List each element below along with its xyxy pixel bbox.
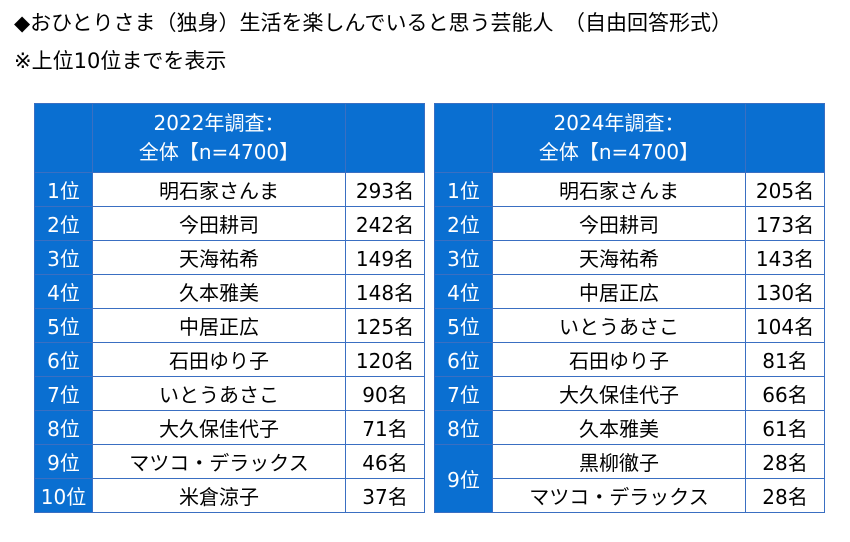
rank-cell: 3位	[434, 240, 493, 275]
vote-count: 125名	[345, 308, 425, 343]
vote-count: 242名	[345, 206, 425, 241]
survey-year-label: 2024年調査：	[553, 111, 685, 135]
vote-count: 120名	[345, 342, 425, 377]
celebrity-name: マツコ・デラックス	[492, 478, 746, 513]
celebrity-name: 今田耕司	[92, 206, 346, 241]
celebrity-name: 大久保佳代子	[92, 410, 346, 445]
celebrity-name: いとうあさこ	[92, 376, 346, 411]
header-blank-rank	[34, 103, 93, 173]
rank-cell: 5位	[34, 308, 93, 343]
celebrity-name: 中居正広	[92, 308, 346, 343]
vote-count: 46名	[345, 444, 425, 479]
table-row: 3位 天海祐希 149名	[34, 240, 425, 275]
vote-count: 148名	[345, 274, 425, 309]
vote-count: 104名	[745, 308, 825, 343]
vote-count: 130名	[745, 274, 825, 309]
celebrity-name: 中居正広	[492, 274, 746, 309]
celebrity-name: 久本雅美	[492, 410, 746, 445]
rank-cell: 2位	[34, 206, 93, 241]
vote-count: 293名	[345, 172, 425, 207]
celebrity-name: 大久保佳代子	[492, 376, 746, 411]
rank-cell: 7位	[34, 376, 93, 411]
celebrity-name: 石田ゆり子	[492, 342, 746, 377]
rank-cell: 4位	[434, 274, 493, 309]
table-header-row: 2024年調査： 全体【n=4700】	[434, 103, 825, 173]
ranking-table-2024: 2024年調査： 全体【n=4700】 1位 明石家さんま 205名 2位 今田耕司 1…	[434, 103, 825, 513]
celebrity-name: 黒柳徹子	[492, 444, 746, 479]
survey-header: 2024年調査： 全体【n=4700】	[492, 103, 746, 173]
sample-size-label: 全体【n=4700】	[538, 140, 700, 164]
table-row: 5位 中居正広 125名	[34, 308, 425, 343]
rank-cell: 8位	[434, 410, 493, 445]
table-row: 7位 いとうあさこ 90名	[34, 376, 425, 411]
table-row: 8位 久本雅美 61名	[434, 410, 825, 445]
vote-count: 90名	[345, 376, 425, 411]
header-blank-count	[345, 103, 425, 173]
rank-cell: 1位	[34, 172, 93, 207]
vote-count: 205名	[745, 172, 825, 207]
page-title: ◆おひとりさま（独身）生活を楽しんでいると思う芸能人 （自由回答形式）	[14, 11, 732, 35]
celebrity-name: 天海祐希	[92, 240, 346, 275]
table-row: 2位 今田耕司 173名	[434, 206, 825, 241]
table-row: 6位 石田ゆり子 81名	[434, 342, 825, 377]
table-row: 8位 大久保佳代子 71名	[34, 410, 425, 445]
vote-count: 149名	[345, 240, 425, 275]
table-row: 1位 明石家さんま 205名	[434, 172, 825, 207]
rank-cell: 1位	[434, 172, 493, 207]
rank-cell: 9位	[34, 444, 93, 479]
vote-count: 37名	[345, 478, 425, 513]
vote-count: 81名	[745, 342, 825, 377]
vote-count: 28名	[745, 444, 825, 479]
table-row: 1位 明石家さんま 293名	[34, 172, 425, 207]
vote-count: 66名	[745, 376, 825, 411]
survey-year-label: 2022年調査：	[153, 111, 285, 135]
sample-size-label: 全体【n=4700】	[138, 140, 300, 164]
table-row: 6位 石田ゆり子 120名	[34, 342, 425, 377]
rank-cell: 10位	[34, 478, 93, 513]
vote-count: 28名	[745, 478, 825, 513]
vote-count: 143名	[745, 240, 825, 275]
page-note: ※上位10位までを表示	[14, 49, 227, 73]
header-blank-rank	[434, 103, 493, 173]
vote-count: 71名	[345, 410, 425, 445]
celebrity-name: 石田ゆり子	[92, 342, 346, 377]
rank-cell: 6位	[34, 342, 93, 377]
table-row: 2位 今田耕司 242名	[34, 206, 425, 241]
rank-cell: 9位	[434, 444, 493, 513]
celebrity-name: 今田耕司	[492, 206, 746, 241]
celebrity-name: いとうあさこ	[492, 308, 746, 343]
ranking-table-2022: 2022年調査： 全体【n=4700】 1位 明石家さんま 293名 2位 今田耕司 2…	[34, 103, 425, 513]
table-row: 7位 大久保佳代子 66名	[434, 376, 825, 411]
header-blank-count	[745, 103, 825, 173]
rank-cell: 2位	[434, 206, 493, 241]
table-row: 5位 いとうあさこ 104名	[434, 308, 825, 343]
rank-cell: 3位	[34, 240, 93, 275]
celebrity-name: マツコ・デラックス	[92, 444, 346, 479]
rank-cell: 7位	[434, 376, 493, 411]
vote-count: 173名	[745, 206, 825, 241]
table-row: 9位 マツコ・デラックス 46名	[34, 444, 425, 479]
vote-count: 61名	[745, 410, 825, 445]
celebrity-name: 久本雅美	[92, 274, 346, 309]
rank-cell: 8位	[34, 410, 93, 445]
rank-cell: 6位	[434, 342, 493, 377]
table-header-row: 2022年調査： 全体【n=4700】	[34, 103, 425, 173]
survey-header: 2022年調査： 全体【n=4700】	[92, 103, 346, 173]
rank-cell: 5位	[434, 308, 493, 343]
table-row: マツコ・デラックス 28名	[435, 478, 825, 513]
table-row: 10位 米倉涼子 37名	[34, 478, 425, 513]
celebrity-name: 明石家さんま	[92, 172, 346, 207]
table-row: 3位 天海祐希 143名	[434, 240, 825, 275]
rank-cell: 4位	[34, 274, 93, 309]
table-row: 4位 久本雅美 148名	[34, 274, 425, 309]
table-row: 4位 中居正広 130名	[434, 274, 825, 309]
celebrity-name: 明石家さんま	[492, 172, 746, 207]
celebrity-name: 米倉涼子	[92, 478, 346, 513]
table-row: 9位 黒柳徹子 28名	[434, 444, 825, 513]
celebrity-name: 天海祐希	[492, 240, 746, 275]
